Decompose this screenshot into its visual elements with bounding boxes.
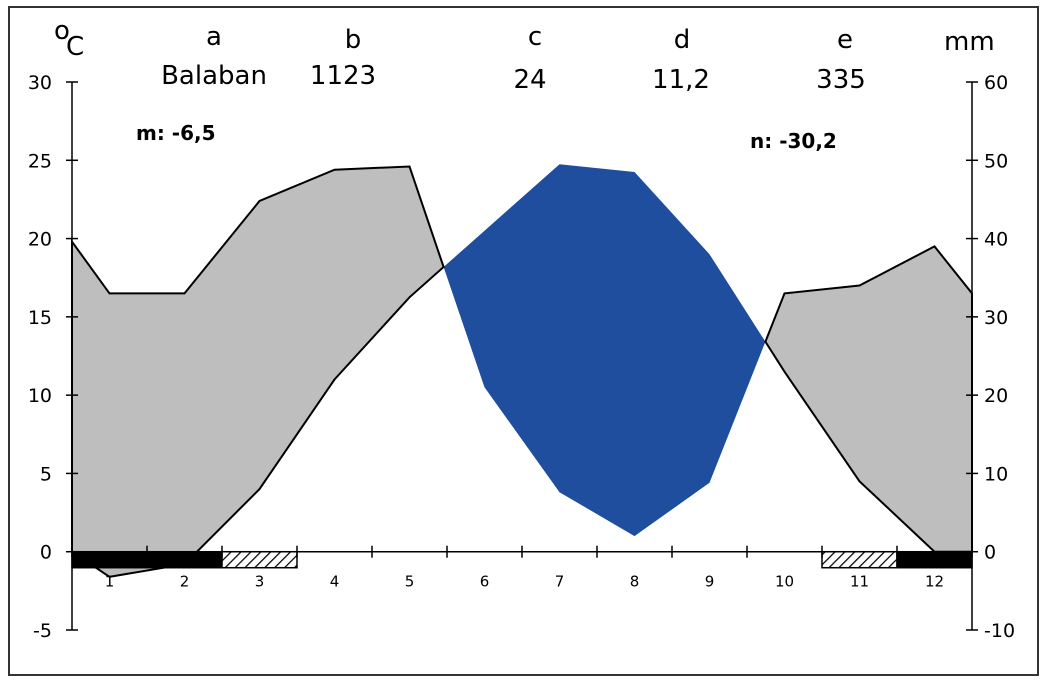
header-letter-e: e xyxy=(837,25,853,55)
left-tick-label: 20 xyxy=(28,229,52,251)
elevation-value: 1123 xyxy=(310,61,376,91)
right-tick-label: 30 xyxy=(984,307,1008,329)
month-label: 6 xyxy=(480,573,490,591)
right-tick-label: 20 xyxy=(984,385,1008,407)
left-tick-label: 15 xyxy=(28,307,52,329)
month-bar-solid xyxy=(896,550,973,569)
dry-period-outline xyxy=(71,165,445,578)
right-tick-label: 50 xyxy=(984,150,1008,172)
right-tick-label: -10 xyxy=(984,620,1015,642)
right-tick-label: 10 xyxy=(984,463,1008,485)
left-unit-sup: o xyxy=(54,16,70,46)
month-label: 5 xyxy=(405,573,415,591)
years-value: 24 xyxy=(513,65,546,95)
station-name: Balaban xyxy=(161,61,267,91)
month-label: 1 xyxy=(105,573,115,591)
header-letter-d: d xyxy=(674,25,691,55)
month-label: 7 xyxy=(555,573,565,591)
left-tick-label: -5 xyxy=(33,620,52,642)
month-label: 9 xyxy=(705,573,715,591)
right-unit: mm xyxy=(944,27,995,57)
left-tick-label: 25 xyxy=(28,150,52,172)
month-label: 2 xyxy=(180,573,190,591)
right-tick-label: 60 xyxy=(984,72,1008,94)
month-label: 11 xyxy=(850,573,869,591)
left-tick-label: 5 xyxy=(40,463,52,485)
month-label: 10 xyxy=(775,573,794,591)
header-letter-c: c xyxy=(528,22,542,52)
left-tick-label: 0 xyxy=(40,542,52,564)
left-unit: C xyxy=(66,32,84,62)
annotation-m: m: -6,5 xyxy=(136,121,216,145)
month-bar-hatched xyxy=(821,550,898,569)
month-label: 8 xyxy=(630,573,640,591)
left-tick-label: 10 xyxy=(28,385,52,407)
left-tick-label: 30 xyxy=(28,72,52,94)
month-label: 12 xyxy=(925,573,944,591)
month-label: 4 xyxy=(330,573,340,591)
header-letter-b: b xyxy=(345,25,362,55)
header-letter-a: a xyxy=(206,22,222,52)
precip-total-value: 335 xyxy=(816,65,866,95)
dry-period-area xyxy=(72,166,444,577)
annotation-n: n: -30,2 xyxy=(750,129,837,153)
dry-period-area xyxy=(765,246,972,552)
right-tick-label: 0 xyxy=(984,542,996,564)
month-label: 3 xyxy=(255,573,265,591)
month-bar-hatched xyxy=(221,550,298,569)
wet-period-area xyxy=(443,164,766,537)
mean-temp-value: 11,2 xyxy=(652,65,710,95)
right-tick-label: 40 xyxy=(984,229,1008,251)
